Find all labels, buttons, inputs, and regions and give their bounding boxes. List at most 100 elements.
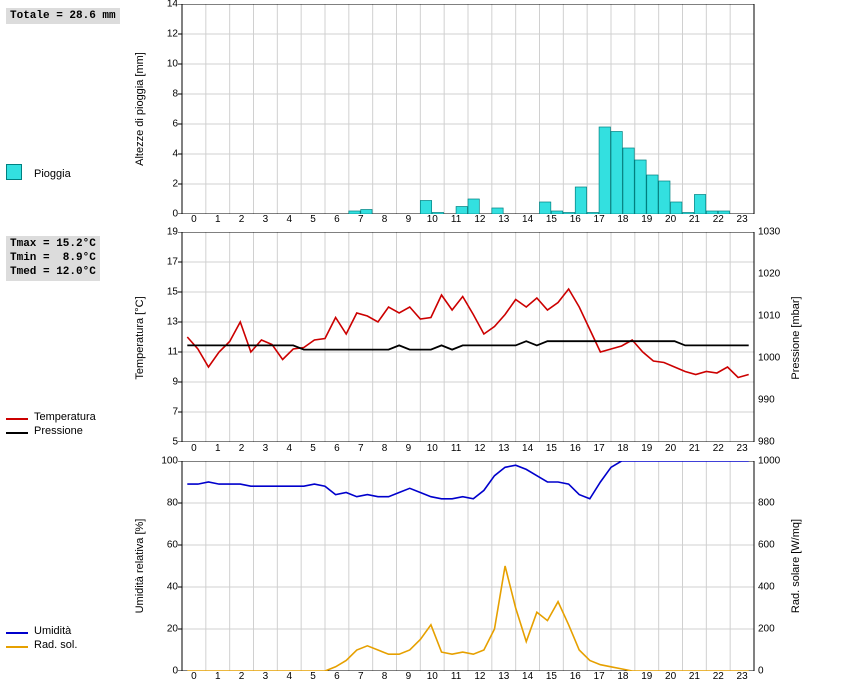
rain-y-label: Altezze di pioggia [mm] <box>134 52 146 166</box>
x-tick-label: 5 <box>310 214 316 225</box>
y-tick-label: 10 <box>167 59 178 70</box>
y-tick-label: 1000 <box>758 456 780 467</box>
x-tick-label: 10 <box>427 443 438 454</box>
x-tick-label: 12 <box>474 443 485 454</box>
temp-legend: Temperatura Pressione <box>6 411 142 437</box>
x-tick-label: 21 <box>689 443 700 454</box>
rain-svg <box>148 4 788 214</box>
panel-humidity: Umidità Rad. sol. Umidità relativa [%] Ra… <box>0 461 860 671</box>
x-tick-label: 2 <box>239 443 245 454</box>
humidity-y-left-label: Umidità relativa [%] <box>134 519 146 614</box>
x-tick-label: 12 <box>474 214 485 225</box>
panel-humidity-left: Umidità Rad. sol. <box>0 461 148 671</box>
legend-item: Rad. sol. <box>6 639 142 651</box>
y-tick-label: 11 <box>168 347 178 358</box>
x-tick-label: 15 <box>546 671 557 682</box>
x-tick-label: 17 <box>594 671 605 682</box>
x-tick-label: 0 <box>191 671 197 682</box>
x-tick-label: 17 <box>594 214 605 225</box>
humidity-legend: Umidità Rad. sol. <box>6 625 142 651</box>
y-tick-label: 13 <box>167 317 178 328</box>
legend-line-icon <box>6 639 28 651</box>
x-tick-label: 5 <box>310 443 316 454</box>
rain-total-label: Totale = 28.6 mm <box>6 8 120 24</box>
x-tick-label: 19 <box>641 443 652 454</box>
x-tick-label: 3 <box>263 443 269 454</box>
x-tick-label: 23 <box>737 671 748 682</box>
x-tick-label: 17 <box>594 443 605 454</box>
panel-temp: Tmax = 15.2°C Tmin = 8.9°C Tmed = 12.0°C… <box>0 232 860 443</box>
x-tick-label: 2 <box>239 214 245 225</box>
x-tick-label: 1 <box>215 214 221 225</box>
x-tick-label: 3 <box>263 214 269 225</box>
x-tick-label: 3 <box>263 671 269 682</box>
rain-legend: Pioggia <box>6 164 142 183</box>
y-tick-label: 990 <box>758 395 775 406</box>
x-tick-label: 0 <box>191 214 197 225</box>
legend-label: Umidità <box>34 625 71 637</box>
x-tick-label: 7 <box>358 671 364 682</box>
y-tick-label: 80 <box>167 498 178 509</box>
x-tick-label: 5 <box>310 671 316 682</box>
x-tick-label: 8 <box>382 443 388 454</box>
y-tick-label: 100 <box>161 456 178 467</box>
x-tick-label: 22 <box>713 671 724 682</box>
x-tick-label: 1 <box>215 443 221 454</box>
x-tick-label: 9 <box>406 443 412 454</box>
x-tick-label: 0 <box>191 443 197 454</box>
x-tick-label: 4 <box>286 671 292 682</box>
x-tick-label: 2 <box>239 671 245 682</box>
x-tick-label: 18 <box>617 671 628 682</box>
y-tick-label: 12 <box>167 29 178 40</box>
legend-item: Umidità <box>6 625 142 637</box>
rain-chart: Altezze di pioggia [mm] 02468101214 0123… <box>148 4 788 214</box>
x-tick-label: 11 <box>451 214 461 225</box>
x-tick-label: 8 <box>382 214 388 225</box>
legend-label: Temperatura <box>34 411 96 423</box>
x-tick-label: 22 <box>713 214 724 225</box>
y-tick-label: 7 <box>172 407 178 418</box>
x-tick-label: 23 <box>737 214 748 225</box>
rain-legend-item: Pioggia <box>6 164 142 183</box>
temp-svg <box>148 232 788 442</box>
x-tick-label: 20 <box>665 214 676 225</box>
rain-legend-label: Pioggia <box>34 168 71 180</box>
x-tick-label: 9 <box>406 671 412 682</box>
rain-x-ticks: 01234567891011121314151617181920212223 <box>148 214 788 228</box>
x-tick-label: 14 <box>522 214 533 225</box>
y-tick-label: 20 <box>167 624 178 635</box>
x-tick-label: 6 <box>334 671 340 682</box>
x-tick-label: 20 <box>665 671 676 682</box>
x-tick-label: 19 <box>641 214 652 225</box>
y-tick-label: 17 <box>167 257 178 268</box>
x-tick-label: 8 <box>382 671 388 682</box>
humidity-y-right-label: Rad. solare [W/mq] <box>790 519 802 613</box>
x-tick-label: 7 <box>358 443 364 454</box>
legend-line-icon <box>6 425 28 437</box>
x-tick-label: 21 <box>689 671 700 682</box>
x-tick-label: 14 <box>522 443 533 454</box>
y-tick-label: 1020 <box>758 269 780 280</box>
humidity-svg <box>148 461 788 671</box>
x-tick-label: 16 <box>570 214 581 225</box>
charts-container: Totale = 28.6 mm Pioggia Altezze di piog… <box>0 0 860 675</box>
x-tick-label: 1 <box>215 671 221 682</box>
y-tick-label: 14 <box>167 0 178 10</box>
y-tick-label: 19 <box>167 227 178 238</box>
y-tick-label: 60 <box>167 540 178 551</box>
temp-y-right-label: Pressione [mbar] <box>790 296 802 379</box>
temp-y-left-label: Temperatura [°C] <box>134 296 146 379</box>
legend-item: Temperatura <box>6 411 142 423</box>
y-tick-label: 6 <box>172 119 178 130</box>
y-tick-label: 4 <box>172 149 178 160</box>
x-tick-label: 13 <box>498 214 509 225</box>
x-tick-label: 23 <box>737 443 748 454</box>
x-tick-label: 13 <box>498 671 509 682</box>
legend-line-icon <box>6 411 28 423</box>
temp-x-ticks: 01234567891011121314151617181920212223 <box>148 443 788 457</box>
x-tick-label: 20 <box>665 443 676 454</box>
rain-swatch-icon <box>6 164 28 183</box>
legend-item: Pressione <box>6 425 142 437</box>
x-tick-label: 10 <box>427 671 438 682</box>
y-tick-label: 800 <box>758 498 775 509</box>
